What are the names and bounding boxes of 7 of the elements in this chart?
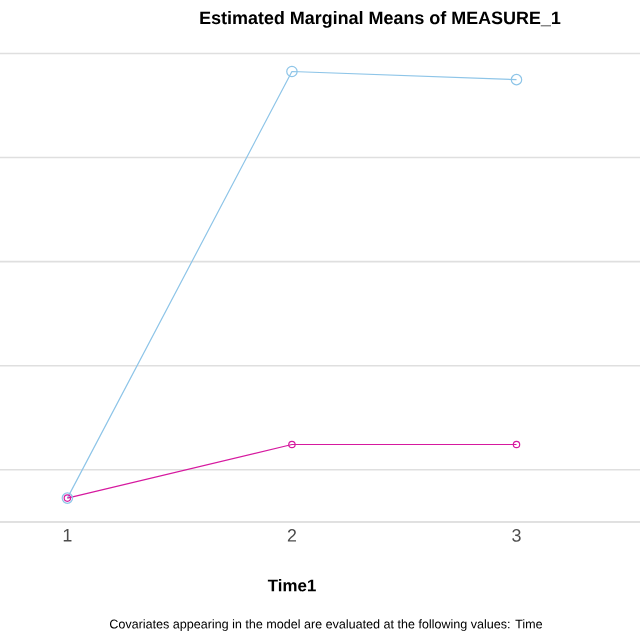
chart-title: Estimated Marginal Means of MEASURE_1 — [200, 11, 561, 28]
x-axis-title: Time1 — [267, 579, 316, 592]
point — [286, 65, 298, 78]
x-tick-label: 2 — [287, 529, 297, 542]
point — [288, 440, 296, 449]
x-tick-label: 3 — [512, 529, 521, 542]
x-tick-label: 1 — [63, 529, 72, 542]
